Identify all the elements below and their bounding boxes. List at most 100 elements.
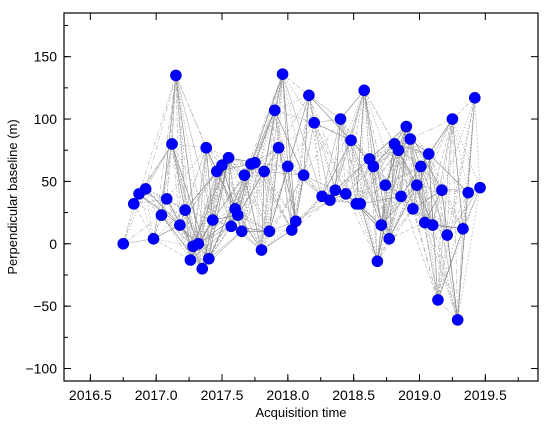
connection-line: [303, 118, 341, 176]
connection-line: [416, 185, 426, 223]
acquisition-point: [457, 223, 469, 235]
connection-line: [216, 171, 232, 227]
connection-line: [269, 110, 275, 232]
connection-line: [303, 174, 323, 197]
connection-line: [206, 147, 245, 176]
connection-line: [153, 209, 186, 240]
acquisition-point: [160, 193, 173, 205]
acquisition-point: [139, 183, 152, 195]
acquisition-point: [383, 232, 396, 245]
connection-line: [175, 75, 181, 226]
connection-line: [153, 238, 194, 247]
connection-line: [274, 110, 304, 176]
y-tick-label: 150: [34, 49, 58, 65]
connection-line: [175, 75, 214, 221]
connection-line: [221, 165, 262, 251]
acquisition-point: [268, 104, 281, 117]
connection-line: [369, 138, 411, 160]
connection-line: [432, 118, 453, 226]
connection-line: [198, 171, 218, 244]
connection-line: [416, 184, 448, 236]
connection-line: [254, 162, 262, 251]
connection-line: [350, 140, 386, 186]
connection-line: [287, 95, 310, 167]
acquisition-point: [155, 209, 168, 221]
connection-line: [282, 74, 323, 197]
acquisition-point: [400, 120, 413, 133]
connection-line: [192, 147, 207, 247]
connection-line: [369, 158, 378, 262]
acquisition-point: [179, 204, 191, 216]
connection-line: [340, 118, 357, 204]
connection-line: [303, 122, 315, 176]
connection-line: [329, 199, 357, 205]
acquisition-point: [308, 116, 320, 129]
acquisition-point: [354, 198, 367, 210]
x-tick-label: 2018.5: [332, 387, 375, 403]
acquisition-point: [235, 225, 248, 238]
connection-line: [208, 208, 236, 259]
connection-line: [432, 192, 469, 226]
connection-line: [261, 166, 289, 251]
connection-line: [171, 75, 177, 145]
connection-line: [153, 143, 173, 239]
connection-line: [467, 97, 476, 193]
connection-line: [345, 158, 370, 195]
connection-line: [432, 225, 439, 300]
acquisition-point: [474, 181, 486, 194]
connection-line: [400, 196, 439, 301]
connection-line: [432, 190, 443, 226]
connection-line: [381, 126, 407, 226]
connection-line: [474, 97, 481, 188]
connection-line: [192, 165, 223, 247]
connection-line: [308, 95, 336, 191]
connection-line: [291, 95, 310, 231]
connection-line: [350, 90, 365, 141]
connection-line: [192, 171, 218, 247]
connection-line: [441, 118, 453, 191]
connection-line: [261, 74, 283, 251]
connection-line: [437, 119, 453, 300]
acquisition-point: [216, 159, 228, 171]
connection-line: [241, 175, 245, 232]
connection-line: [254, 74, 283, 163]
y-tick-label: −50: [33, 298, 57, 314]
connection-line: [388, 150, 399, 239]
acquisition-point: [303, 89, 315, 102]
connection-line: [356, 203, 378, 262]
connection-line: [345, 90, 365, 194]
connection-line: [428, 153, 443, 191]
connection-line: [356, 90, 365, 204]
x-tick-label: 2019.5: [464, 387, 507, 403]
connection-line: [462, 192, 469, 229]
connection-line: [278, 95, 310, 148]
connection-line: [261, 229, 292, 251]
connection-lines: [122, 73, 481, 321]
connection-line: [212, 171, 218, 221]
connection-line: [201, 147, 207, 269]
connection-line: [388, 196, 402, 239]
acquisition-point: [117, 237, 130, 250]
acquisition-point: [258, 165, 270, 178]
connection-line: [424, 222, 439, 300]
connection-line: [369, 126, 407, 160]
connection-line: [184, 147, 207, 211]
connection-line: [282, 73, 315, 123]
acquisition-point: [238, 169, 251, 181]
connection-line: [447, 228, 464, 236]
x-tick-label: 2019.0: [398, 387, 441, 403]
acquisition-point: [411, 179, 423, 191]
connection-line: [145, 188, 186, 211]
connection-line: [400, 138, 411, 197]
connection-line: [263, 74, 283, 172]
acquisition-point: [345, 134, 357, 147]
connection-line: [416, 185, 439, 300]
connection-line: [424, 189, 443, 223]
connection-line: [334, 119, 341, 191]
connection-line: [412, 208, 439, 300]
acquisition-point: [367, 160, 380, 173]
connection-line: [437, 190, 443, 300]
acquisition-point: [334, 113, 347, 125]
y-axis-title: Perpendicular baseline (m): [5, 119, 20, 274]
connection-line: [441, 189, 464, 229]
